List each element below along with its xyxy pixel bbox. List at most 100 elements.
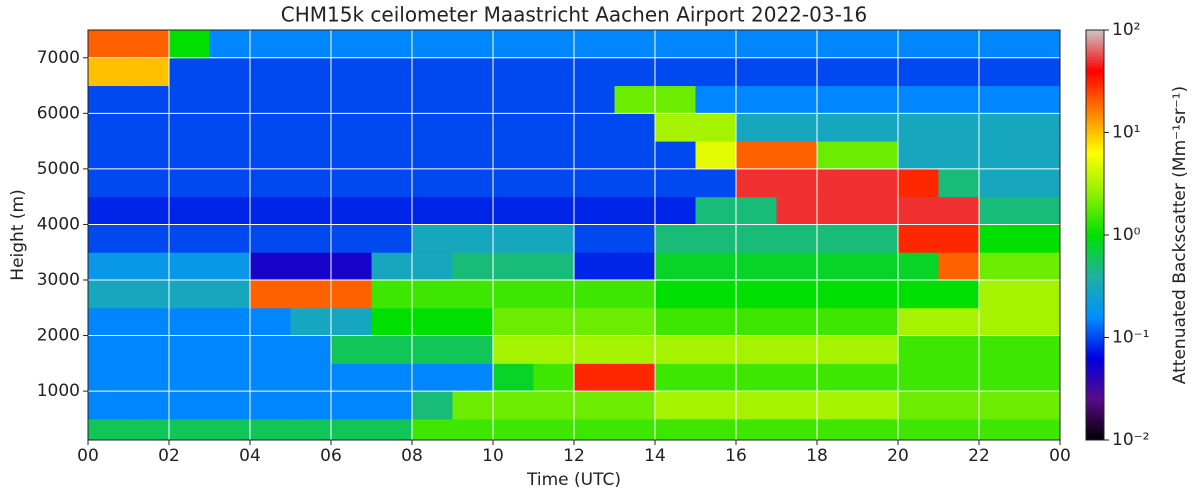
heatmap-cell [776, 363, 818, 392]
heatmap-cell [493, 85, 534, 114]
heatmap-cell [938, 335, 980, 364]
heatmap-cell [88, 280, 129, 309]
heatmap-cell [533, 307, 575, 337]
heatmap-cell [857, 196, 899, 225]
heatmap-cell [695, 168, 737, 198]
heatmap-cell [169, 168, 210, 198]
heatmap-cell [88, 391, 129, 420]
x-tick-label: 20 [887, 446, 909, 466]
heatmap-cell [857, 224, 899, 253]
heatmap-cell [371, 363, 413, 392]
heatmap-cell [857, 252, 899, 281]
heatmap-cell [533, 391, 575, 420]
heatmap-cell [493, 391, 534, 420]
heatmap-cell [574, 307, 615, 337]
heatmap-cell [371, 113, 413, 142]
heatmap-cell [128, 168, 170, 198]
heatmap-cell [412, 224, 453, 253]
heatmap-cell [452, 113, 494, 142]
heatmap-cell [817, 363, 858, 392]
heatmap [88, 30, 1061, 441]
heatmap-cell [128, 391, 170, 420]
heatmap-cell [979, 280, 1020, 309]
heatmap-cell [979, 141, 1020, 170]
heatmap-cell [736, 196, 777, 225]
heatmap-cell [817, 391, 858, 420]
heatmap-cell [857, 418, 899, 441]
heatmap-cell [938, 280, 980, 309]
heatmap-cell [817, 418, 858, 441]
heatmap-cell [1019, 335, 1061, 364]
heatmap-cell [412, 418, 453, 441]
heatmap-cell [898, 307, 939, 337]
heatmap-cell [128, 307, 170, 337]
heatmap-cell [250, 280, 291, 309]
heatmap-cell [1019, 141, 1061, 170]
heatmap-cell [574, 168, 615, 198]
heatmap-cell [655, 224, 696, 253]
heatmap-cell [695, 418, 737, 441]
heatmap-cell [574, 280, 615, 309]
heatmap-cell [128, 224, 170, 253]
heatmap-cell [371, 224, 413, 253]
heatmap-cell [371, 280, 413, 309]
heatmap-cell [938, 252, 980, 281]
heatmap-cell [209, 280, 251, 309]
heatmap-cell [898, 30, 939, 59]
heatmap-cell [695, 391, 737, 420]
heatmap-cell [452, 335, 494, 364]
heatmap-cell [169, 196, 210, 225]
heatmap-cell [979, 391, 1020, 420]
heatmap-cell [452, 224, 494, 253]
heatmap-cell [857, 113, 899, 142]
heatmap-cell [574, 391, 615, 420]
heatmap-cell [898, 391, 939, 420]
heatmap-cell [88, 252, 129, 281]
heatmap-cell [88, 363, 129, 392]
heatmap-cell [290, 85, 332, 114]
heatmap-cell [331, 363, 372, 392]
heatmap-cell [412, 280, 453, 309]
heatmap-cell [250, 363, 291, 392]
heatmap-cell [128, 418, 170, 441]
colorbar-tick-label: 10⁻¹ [1112, 328, 1149, 348]
y-tick-label: 6000 [37, 103, 80, 123]
heatmap-cell [250, 141, 291, 170]
heatmap-cell [776, 85, 818, 114]
heatmap-cell [1019, 307, 1061, 337]
heatmap-cell [493, 307, 534, 337]
heatmap-cell [128, 30, 170, 59]
heatmap-cell [1019, 252, 1061, 281]
heatmap-cell [209, 363, 251, 392]
heatmap-cell [371, 307, 413, 337]
heatmap-cell [88, 30, 129, 59]
heatmap-cell [574, 30, 615, 59]
heatmap-cell [1019, 280, 1061, 309]
heatmap-cell [655, 113, 696, 142]
heatmap-cell [695, 30, 737, 59]
heatmap-cell [979, 418, 1020, 441]
heatmap-cell [898, 85, 939, 114]
heatmap-cell [898, 141, 939, 170]
heatmap-cell [88, 57, 129, 87]
heatmap-cell [452, 85, 494, 114]
heatmap-cell [898, 168, 939, 198]
heatmap-cell [817, 224, 858, 253]
x-tick-label: 16 [725, 446, 747, 466]
heatmap-cell [614, 168, 656, 198]
heatmap-cell [169, 363, 210, 392]
heatmap-cell [331, 391, 372, 420]
heatmap-cell [574, 196, 615, 225]
heatmap-cell [209, 418, 251, 441]
heatmap-cell [938, 418, 980, 441]
heatmap-cell [493, 57, 534, 87]
heatmap-cell [493, 280, 534, 309]
heatmap-cell [169, 85, 210, 114]
heatmap-cell [736, 335, 777, 364]
x-tick-label: 02 [158, 446, 180, 466]
heatmap-cell [88, 418, 129, 441]
heatmap-cell [655, 168, 696, 198]
y-tick-label: 7000 [37, 48, 80, 68]
heatmap-cell [88, 307, 129, 337]
heatmap-cell [817, 335, 858, 364]
